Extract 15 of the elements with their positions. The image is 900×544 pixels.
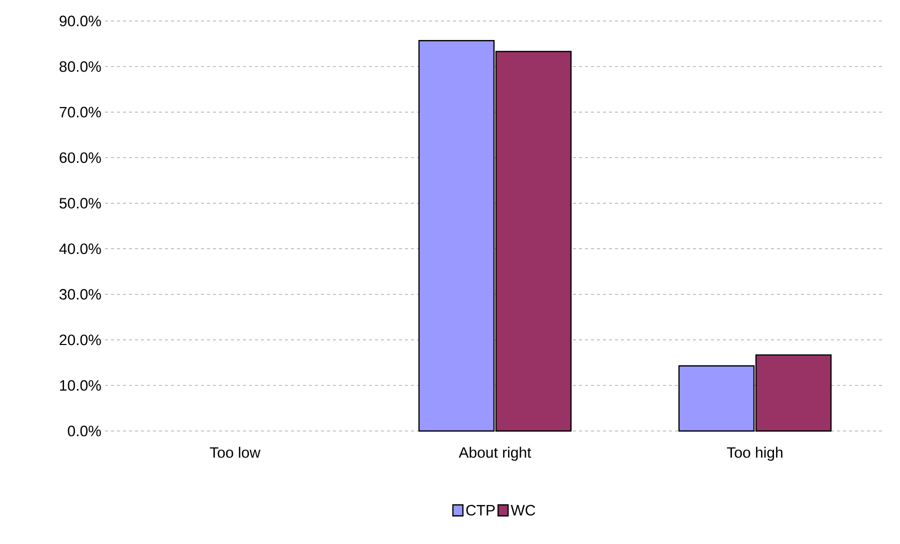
y-tick-label: 60.0% [60,152,101,163]
y-tick-label: 20.0% [60,334,101,346]
x-tick-label: Too high [726,446,782,461]
y-tick-label: 0.0% [68,426,101,436]
y-tick-label: 30.0% [60,289,101,300]
x-tick-label: Too low [210,446,260,458]
y-tick-label: 90.0% [60,16,101,26]
y-tick-label: 40.0% [59,243,101,254]
x-tick-label: About right [458,446,532,461]
y-tick-label: 70.0% [60,106,101,118]
y-tick-label: 80.0% [60,61,101,72]
y-tick-label: 10.0% [60,380,101,391]
legend-label: CTP [466,504,495,516]
y-tick-label: 50.0% [60,198,101,209]
legend-label: WC [510,504,536,516]
